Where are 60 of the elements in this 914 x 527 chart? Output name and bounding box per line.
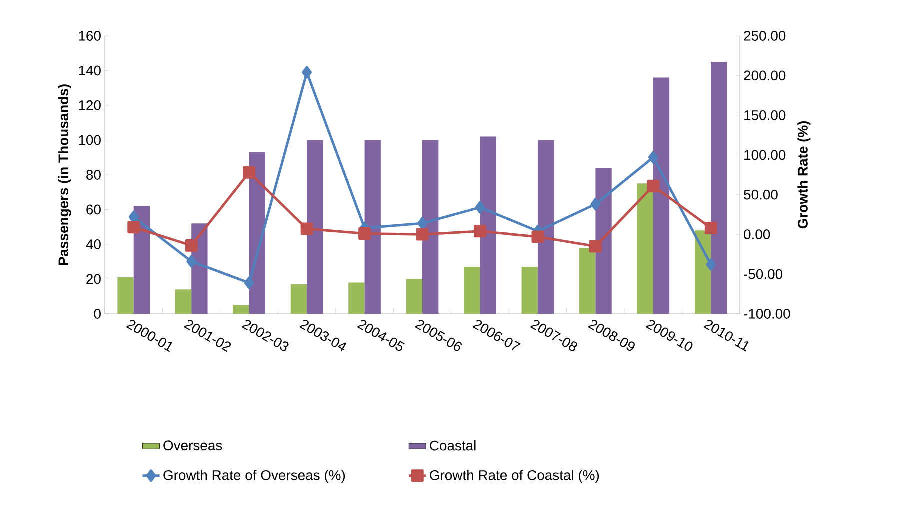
y2-tick-label: -100.00	[744, 309, 790, 319]
legend-label: Overseas	[164, 440, 222, 451]
y-tick-label: 100	[79, 135, 101, 146]
y2-tick-label: 250.00	[744, 31, 786, 41]
bar	[653, 78, 670, 314]
y2-axis-title: Growth Rate (%)	[798, 121, 811, 229]
point	[589, 240, 602, 253]
legend-label: Growth Rate of Overseas (%)	[164, 470, 346, 484]
bar	[522, 267, 538, 314]
y2-tick-label: 150.00	[744, 110, 786, 120]
bar	[711, 62, 728, 314]
y-tick-label: 120	[79, 100, 101, 110]
y2-tick-label: 100.00	[744, 150, 786, 160]
y-tick-label: 80	[86, 170, 101, 180]
bar	[307, 140, 324, 314]
point	[532, 230, 544, 244]
point	[244, 276, 254, 290]
y-tick-label: 60	[86, 204, 101, 215]
point	[185, 239, 198, 252]
point	[648, 151, 658, 164]
bar	[580, 248, 596, 314]
point	[302, 66, 312, 79]
point	[243, 166, 256, 179]
point	[590, 198, 601, 211]
legend-label: Coastal	[430, 440, 476, 451]
y-tick-label: 140	[79, 66, 101, 76]
y2-tick-label: 200.00	[744, 70, 786, 81]
bar	[596, 168, 612, 314]
point	[474, 225, 486, 238]
y-axis-title: Passengers (in Thousands)	[58, 84, 72, 266]
bar	[538, 140, 554, 314]
point	[647, 180, 660, 192]
bar	[422, 140, 439, 314]
bar	[348, 282, 365, 314]
bar	[118, 278, 134, 314]
y-tick-label: 0	[94, 309, 101, 319]
bar	[290, 284, 308, 314]
bar	[464, 267, 480, 314]
y-tick-label: 40	[86, 240, 101, 250]
bar	[364, 140, 381, 314]
y-tick-label: 160	[79, 31, 101, 41]
bar	[406, 279, 423, 314]
y2-tick-label: -50.00	[744, 269, 783, 280]
point	[706, 258, 716, 271]
point	[358, 228, 372, 240]
bar	[480, 136, 496, 314]
point	[475, 201, 486, 214]
bar	[233, 305, 250, 314]
point	[704, 222, 718, 234]
bar	[175, 290, 192, 314]
point	[186, 255, 197, 268]
y2-tick-label: 0.00	[744, 230, 770, 240]
point	[300, 222, 314, 236]
point	[128, 221, 140, 234]
y-tick-label: 20	[86, 274, 101, 284]
bar	[637, 184, 654, 314]
point	[416, 228, 429, 241]
y2-tick-label: 50.00	[744, 190, 778, 200]
legend-label: Growth Rate of Coastal (%)	[430, 470, 600, 484]
point	[418, 217, 428, 230]
